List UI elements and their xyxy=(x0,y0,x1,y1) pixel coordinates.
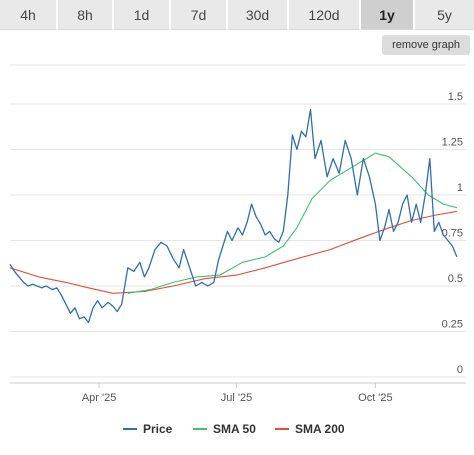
tab-1y[interactable]: 1y xyxy=(361,0,415,30)
range-tabs: 4h 8h 1d 7d 30d 120d 1y 5y xyxy=(0,0,474,30)
y-tick-label: 0.25 xyxy=(442,319,463,331)
x-tick-label: Jul '25 xyxy=(221,392,252,404)
x-tick-label: Oct '25 xyxy=(358,392,393,404)
y-tick-label: 0.5 xyxy=(448,273,463,285)
legend-label: SMA 200 xyxy=(295,422,345,436)
tab-7d[interactable]: 7d xyxy=(171,0,228,30)
y-axis-ticks: 1.5 1.25 1 0.75 0.5 0.25 0 xyxy=(442,91,463,376)
legend-label: SMA 50 xyxy=(213,422,256,436)
tab-5y[interactable]: 5y xyxy=(415,0,474,30)
chart-grid xyxy=(10,64,466,384)
y-tick-label: 0 xyxy=(457,364,463,376)
tab-1d[interactable]: 1d xyxy=(114,0,171,30)
series-line-price xyxy=(9,108,458,324)
series-line-sma-50 xyxy=(127,152,458,294)
y-tick-label: 1.25 xyxy=(442,137,463,149)
remove-graph-button[interactable]: remove graph xyxy=(382,35,470,55)
series-line-sma-200 xyxy=(9,210,457,294)
legend-label: Price xyxy=(143,422,173,436)
x-tick-label: Apr '25 xyxy=(82,392,117,404)
tab-30d[interactable]: 30d xyxy=(228,0,289,30)
x-axis-ticks: Apr '25 Jul '25 Oct '25 xyxy=(82,383,393,404)
chart-legend: Price SMA 50 SMA 200 xyxy=(123,422,345,436)
tab-8h[interactable]: 8h xyxy=(58,0,114,30)
y-tick-label: 0.75 xyxy=(442,228,463,240)
y-tick-label: 1 xyxy=(457,182,463,194)
y-tick-label: 1.5 xyxy=(448,91,463,103)
tab-120d[interactable]: 120d xyxy=(289,0,361,30)
chart-series xyxy=(9,108,458,324)
tab-4h[interactable]: 4h xyxy=(0,0,58,30)
